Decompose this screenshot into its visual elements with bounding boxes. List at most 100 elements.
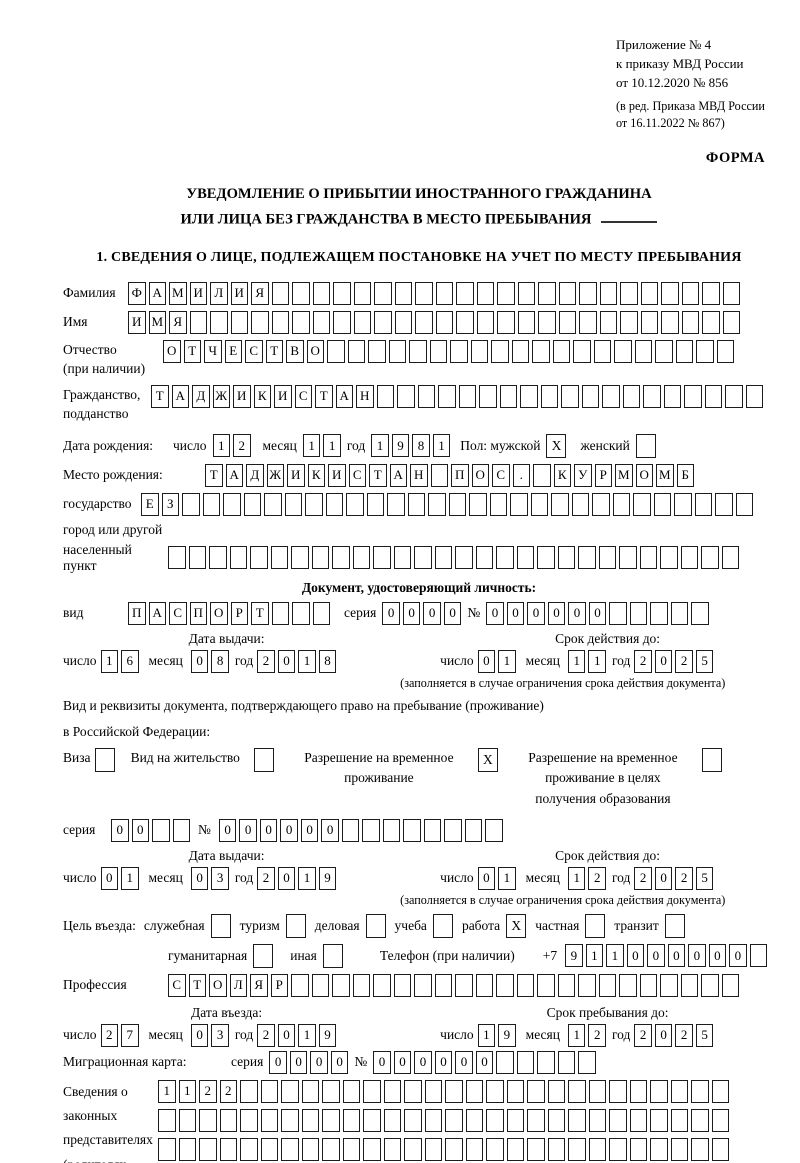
cell[interactable]: О xyxy=(209,973,227,997)
cell[interactable] xyxy=(643,384,661,408)
cell[interactable] xyxy=(292,310,310,334)
cell[interactable] xyxy=(312,281,330,305)
cell[interactable] xyxy=(711,1079,729,1103)
cell[interactable]: Р xyxy=(594,463,612,487)
cell[interactable] xyxy=(353,281,371,305)
cell[interactable] xyxy=(219,1137,237,1161)
cell[interactable]: 2 xyxy=(199,1079,217,1103)
cell[interactable] xyxy=(429,339,447,363)
cell[interactable] xyxy=(579,281,597,305)
cell[interactable] xyxy=(428,492,446,516)
cell[interactable] xyxy=(612,492,630,516)
cell[interactable] xyxy=(251,310,269,334)
cell[interactable] xyxy=(557,546,575,570)
cell[interactable] xyxy=(745,384,763,408)
cell[interactable]: О xyxy=(471,463,489,487)
purpose-work-checkbox[interactable]: X xyxy=(506,913,527,938)
cell[interactable]: 2 xyxy=(634,1023,652,1047)
cell[interactable]: 0 xyxy=(547,601,566,625)
cell[interactable] xyxy=(684,384,702,408)
cell[interactable]: 0 xyxy=(131,818,149,842)
cell[interactable] xyxy=(362,818,380,842)
cell[interactable] xyxy=(530,492,548,516)
cell[interactable] xyxy=(281,1079,299,1103)
cell[interactable]: Н xyxy=(410,463,428,487)
cell[interactable] xyxy=(476,281,494,305)
cell[interactable]: 0 xyxy=(190,866,209,890)
cell[interactable] xyxy=(516,546,534,570)
cell[interactable]: 0 xyxy=(190,649,209,673)
cell[interactable]: 2 xyxy=(634,649,652,673)
cell[interactable]: И xyxy=(128,310,146,334)
cell[interactable]: Ж xyxy=(212,384,230,408)
cell[interactable]: 0 xyxy=(277,1023,296,1047)
cell[interactable] xyxy=(322,1137,340,1161)
cell[interactable] xyxy=(465,1137,483,1161)
cell[interactable] xyxy=(716,339,734,363)
residence-permit-checkbox[interactable] xyxy=(253,748,274,773)
cell[interactable] xyxy=(640,281,658,305)
cell[interactable] xyxy=(491,339,509,363)
cell[interactable] xyxy=(511,339,529,363)
cell[interactable]: 1 xyxy=(100,649,118,673)
cell[interactable] xyxy=(609,601,627,625)
cell[interactable]: И xyxy=(189,281,207,305)
cell[interactable] xyxy=(240,1079,258,1103)
cell[interactable]: 0 xyxy=(100,866,118,890)
cell[interactable]: 5 xyxy=(695,866,714,890)
cell[interactable] xyxy=(571,492,589,516)
cell[interactable] xyxy=(229,546,247,570)
cell[interactable] xyxy=(497,281,515,305)
cell[interactable] xyxy=(711,1108,729,1132)
cell[interactable]: 0 xyxy=(382,601,400,625)
cell[interactable]: Т xyxy=(369,463,387,487)
cell[interactable] xyxy=(592,492,610,516)
cell[interactable]: 0 xyxy=(654,649,673,673)
cell[interactable] xyxy=(158,1137,176,1161)
cell[interactable]: 0 xyxy=(300,818,319,842)
cell[interactable]: О xyxy=(306,339,324,363)
cell[interactable] xyxy=(271,281,289,305)
cell[interactable] xyxy=(271,310,289,334)
cell[interactable]: Д xyxy=(246,463,264,487)
cell[interactable]: 0 xyxy=(477,649,496,673)
cell[interactable] xyxy=(506,1079,524,1103)
cell[interactable]: 0 xyxy=(330,1050,349,1074)
cell[interactable]: Ф xyxy=(128,281,146,305)
cell[interactable] xyxy=(517,310,535,334)
cell[interactable] xyxy=(701,973,719,997)
cell[interactable] xyxy=(158,1108,176,1132)
cell[interactable] xyxy=(301,1108,319,1132)
cell[interactable]: 0 xyxy=(239,818,257,842)
cell[interactable]: 0 xyxy=(393,1050,412,1074)
cell[interactable] xyxy=(701,546,719,570)
cell[interactable]: 3 xyxy=(211,1023,229,1047)
cell[interactable]: 3 xyxy=(211,866,229,890)
cell[interactable] xyxy=(312,310,330,334)
cell[interactable] xyxy=(311,973,329,997)
cell[interactable] xyxy=(614,339,632,363)
cell[interactable] xyxy=(353,310,371,334)
cell[interactable] xyxy=(660,546,678,570)
cell[interactable] xyxy=(506,1108,524,1132)
cell[interactable]: 0 xyxy=(568,601,586,625)
cell[interactable] xyxy=(609,1079,627,1103)
cell[interactable] xyxy=(547,1079,565,1103)
cell[interactable]: Т xyxy=(205,463,223,487)
cell[interactable] xyxy=(209,546,227,570)
cell[interactable] xyxy=(547,1108,565,1132)
cell[interactable] xyxy=(721,973,739,997)
cell[interactable]: 0 xyxy=(414,1050,432,1074)
cell[interactable] xyxy=(681,310,699,334)
cell[interactable]: 0 xyxy=(277,866,296,890)
cell[interactable] xyxy=(382,818,401,842)
